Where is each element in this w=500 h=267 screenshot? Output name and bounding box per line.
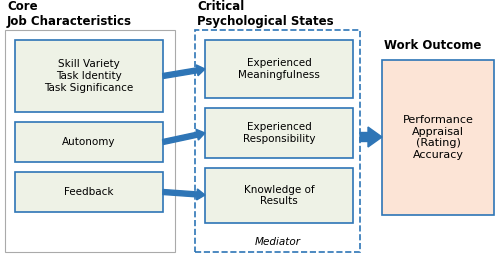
Bar: [382, 60, 494, 215]
Text: Mediator: Mediator: [254, 237, 300, 247]
Text: Performance
Appraisal
(Rating)
Accuracy: Performance Appraisal (Rating) Accuracy: [402, 115, 473, 160]
Text: Feedback: Feedback: [64, 187, 114, 197]
Text: Critical
Psychological States: Critical Psychological States: [197, 0, 334, 28]
Text: Core
Job Characteristics: Core Job Characteristics: [7, 0, 132, 28]
Text: Skill Variety
Task Identity
Task Significance: Skill Variety Task Identity Task Signifi…: [44, 59, 134, 93]
Text: Knowledge of
Results: Knowledge of Results: [244, 185, 314, 206]
Bar: [15, 172, 163, 212]
FancyArrow shape: [162, 129, 205, 144]
Bar: [205, 40, 353, 98]
Bar: [205, 168, 353, 223]
FancyArrow shape: [163, 189, 205, 200]
Bar: [205, 108, 353, 158]
FancyArrow shape: [360, 127, 382, 147]
Text: Experienced
Meaningfulness: Experienced Meaningfulness: [238, 58, 320, 80]
Text: Autonomy: Autonomy: [62, 137, 116, 147]
Bar: [15, 122, 163, 162]
Text: Experienced
Responsibility: Experienced Responsibility: [243, 122, 316, 144]
Bar: [15, 40, 163, 112]
FancyArrow shape: [162, 65, 205, 78]
Bar: [195, 30, 360, 252]
Bar: [5, 30, 175, 252]
Text: Work Outcome: Work Outcome: [384, 39, 482, 52]
